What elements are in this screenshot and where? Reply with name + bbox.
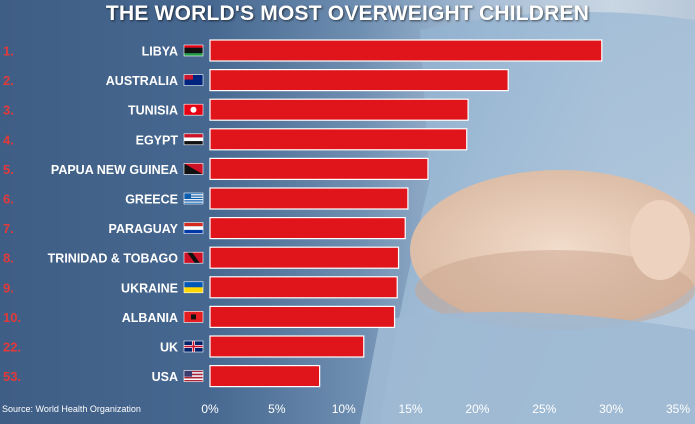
bar — [209, 157, 429, 180]
country-label: TUNISIA — [128, 104, 178, 118]
rank-label: 9. — [3, 280, 14, 295]
rank-label: 1. — [3, 44, 14, 59]
bar — [209, 305, 396, 328]
x-tick-label: 25% — [532, 402, 556, 416]
bar — [209, 187, 409, 210]
albania-flag-icon — [183, 311, 204, 323]
country-label: PAPUA NEW GUINEA — [51, 163, 178, 177]
country-label: TRINIDAD & TOBAGO — [48, 252, 179, 266]
rank-label: 22. — [3, 340, 21, 355]
country-label: USA — [152, 370, 178, 384]
tunisia-flag-icon — [183, 103, 204, 116]
country-label: AUSTRALIA — [106, 74, 178, 88]
rank-label: 8. — [3, 251, 14, 266]
uk-flag-icon — [183, 340, 204, 353]
rank-label: 3. — [3, 103, 14, 118]
bar — [209, 365, 321, 388]
country-label: PARAGUAY — [109, 222, 179, 236]
ukraine-flag-icon — [183, 281, 204, 294]
rank-label: 7. — [3, 221, 14, 236]
x-tick-label: 5% — [268, 402, 286, 416]
x-tick-label: 20% — [465, 402, 489, 416]
x-tick-label: 30% — [599, 402, 623, 416]
papua-new-guinea-flag-icon — [183, 163, 204, 175]
country-label: UKRAINE — [121, 281, 178, 295]
x-tick-label: 0% — [201, 402, 219, 416]
bar — [209, 246, 400, 269]
rank-label: 53. — [3, 369, 21, 384]
bar — [209, 68, 509, 92]
libya-flag-icon — [183, 44, 204, 57]
paraguay-flag-icon — [183, 222, 204, 234]
bar — [209, 217, 406, 240]
country-label: UK — [160, 341, 178, 355]
usa-flag-icon — [183, 370, 204, 382]
greece-flag-icon — [183, 192, 204, 205]
source-note: Source: World Health Organization — [2, 404, 141, 414]
rank-label: 4. — [3, 132, 14, 147]
bar — [209, 335, 365, 358]
bar — [209, 128, 468, 151]
x-tick-label: 10% — [332, 402, 356, 416]
bar — [209, 98, 469, 121]
country-label: ALBANIA — [122, 311, 178, 325]
bar — [209, 39, 603, 62]
country-label: EGYPT — [136, 133, 179, 147]
chart-title: THE WORLD'S MOST OVERWEIGHT CHILDREN — [105, 2, 590, 25]
trinidad-tobago-flag-icon — [183, 251, 204, 264]
egypt-flag-icon — [183, 133, 204, 146]
rank-label: 2. — [3, 73, 14, 88]
rank-label: 6. — [3, 192, 14, 207]
bar — [209, 276, 398, 299]
australia-flag-icon — [183, 74, 204, 86]
x-tick-label: 35% — [666, 402, 690, 416]
country-label: GREECE — [125, 193, 178, 207]
rank-label: 10. — [3, 310, 21, 325]
x-tick-label: 15% — [399, 402, 423, 416]
rank-label: 5. — [3, 162, 14, 177]
country-label: LIBYA — [142, 45, 178, 59]
